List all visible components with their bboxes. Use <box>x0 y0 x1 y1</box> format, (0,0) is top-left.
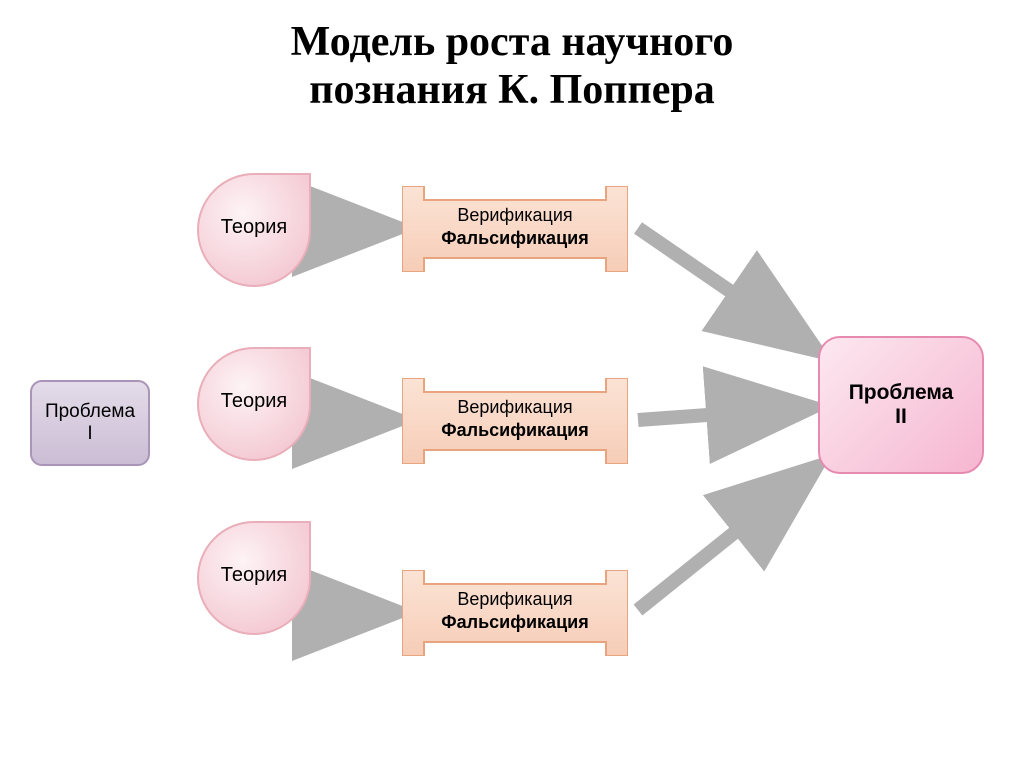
verif3-line1: Верификация <box>457 589 572 609</box>
arrow-verif3-problem2 <box>638 472 810 610</box>
verif2-line1: Верификация <box>457 397 572 417</box>
theory1-label: Теория <box>192 216 316 239</box>
verif3-line2: Фальсификация <box>441 612 588 632</box>
node-theory-1: Теория <box>192 168 316 292</box>
verif1-line2: Фальсификация <box>441 228 588 248</box>
arrow-verif2-problem2 <box>638 408 804 420</box>
theory3-label: Теория <box>192 564 316 587</box>
problem2-label-line1: Проблема <box>849 381 954 405</box>
node-theory-2: Теория <box>192 342 316 466</box>
node-verification-2: Верификация Фальсификация <box>402 378 628 464</box>
title-line2: познания К. Поппера <box>0 66 1024 114</box>
theory2-label: Теория <box>192 390 316 413</box>
verif1-line1: Верификация <box>457 205 572 225</box>
node-problem-1: Проблема I <box>30 380 150 466</box>
arrow-verif1-problem2 <box>638 228 810 346</box>
node-problem-2: Проблема II <box>818 336 984 474</box>
node-theory-3: Теория <box>192 516 316 640</box>
problem1-label-line1: Проблема <box>45 401 135 423</box>
diagram-title: Модель роста научного познания К. Поппер… <box>0 18 1024 115</box>
problem2-label-line2: II <box>895 405 907 429</box>
title-line1: Модель роста научного <box>291 19 734 65</box>
node-verification-3: Верификация Фальсификация <box>402 570 628 656</box>
verif2-line2: Фальсификация <box>441 420 588 440</box>
problem1-label-line2: I <box>87 423 92 445</box>
node-verification-1: Верификация Фальсификация <box>402 186 628 272</box>
